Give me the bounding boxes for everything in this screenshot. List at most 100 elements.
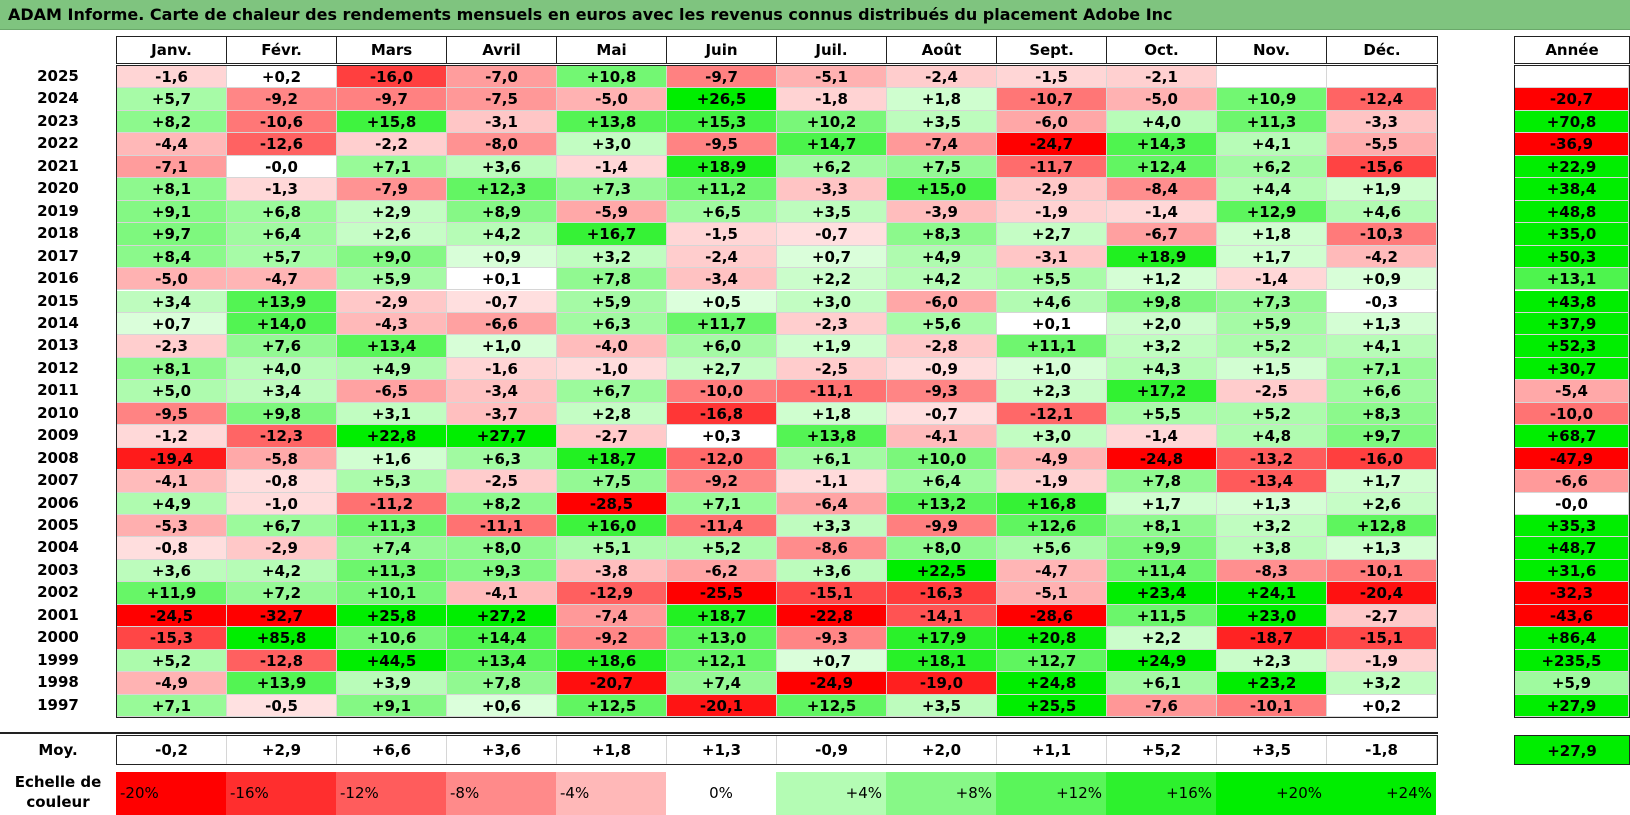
heatmap-cell: +8,1: [117, 178, 227, 201]
heatmap-cell: +11,9: [117, 582, 227, 605]
year-label: 2011: [37, 381, 79, 400]
heatmap-cell: -13,4: [1217, 470, 1327, 493]
heatmap-cell: +15,0: [887, 178, 997, 201]
annual-cell: +48,8: [1515, 200, 1629, 224]
year-label: 2009: [37, 426, 79, 445]
heatmap-cell: -0,9: [887, 357, 997, 381]
heatmap-cell: -7,6: [1107, 694, 1217, 718]
year-label: 2019: [37, 201, 79, 220]
heatmap-cell: +24,8: [997, 672, 1107, 695]
heatmap-cell: +18,7: [557, 447, 667, 471]
heatmap-cell: +14,0: [227, 312, 337, 336]
heatmap-cell: -4,0: [557, 335, 667, 358]
heatmap-cell: -0,8: [117, 537, 227, 560]
heatmap-cell: -6,7: [1107, 223, 1217, 246]
year-label: 1999: [37, 650, 79, 669]
heatmap-cell: -0,0: [227, 155, 337, 179]
year-label: 2017: [37, 246, 79, 265]
legend-step: +20%: [1216, 772, 1326, 815]
heatmap-cell: -2,4: [667, 245, 777, 269]
heatmap-cell: -6,6: [447, 312, 557, 336]
heatmap-cell: +7,5: [887, 155, 997, 179]
heatmap-cell: -32,7: [227, 604, 337, 628]
heatmap-cell: -0,7: [447, 290, 557, 313]
heatmap-cell: -4,2: [1327, 245, 1437, 269]
heatmap-cell: +6,2: [1217, 155, 1327, 179]
heatmap-cell: +16,8: [997, 492, 1107, 515]
heatmap-cell: -7,9: [337, 178, 447, 201]
heatmap-cell: +13,9: [227, 672, 337, 695]
year-label: 2023: [37, 111, 79, 130]
heatmap-cell: +7,8: [447, 672, 557, 695]
heatmap-cell: +24,9: [1107, 649, 1217, 673]
heatmap-cell: +7,1: [1327, 357, 1437, 381]
month-header-7: Août: [887, 37, 997, 63]
heatmap-cell: +6,2: [777, 155, 887, 179]
heatmap-cell: +0,3: [667, 425, 777, 448]
heatmap-cell: +1,3: [1217, 492, 1327, 515]
average-separator: [0, 732, 1438, 734]
heatmap-cell: +5,5: [997, 268, 1107, 291]
heatmap-cell: -3,8: [557, 559, 667, 583]
legend-step: +4%: [776, 772, 886, 815]
heatmap-cell: -8,6: [777, 537, 887, 560]
heatmap-cell: -2,9: [997, 178, 1107, 201]
heatmap-cell: +3,6: [447, 155, 557, 179]
annual-cell: -10,0: [1515, 402, 1629, 426]
heatmap-cell: +11,3: [337, 559, 447, 583]
heatmap-cell: +0,1: [447, 268, 557, 291]
heatmap-cell: -13,2: [1217, 447, 1327, 471]
heatmap-cell: +22,5: [887, 559, 997, 583]
heatmap-cell: +7,3: [557, 178, 667, 201]
heatmap-cell: +7,8: [1107, 470, 1217, 493]
heatmap-cell: -5,9: [557, 200, 667, 224]
heatmap-cell: +5,1: [557, 537, 667, 560]
heatmap-cell: +2,8: [557, 402, 667, 426]
annual-cell: -47,9: [1515, 447, 1629, 471]
heatmap-cell: -8,4: [1107, 178, 1217, 201]
heatmap-cell: +1,0: [447, 335, 557, 358]
year-label: 2025: [37, 67, 79, 85]
heatmap-cell: +5,9: [337, 268, 447, 291]
heatmap-cell: -5,1: [777, 66, 887, 89]
heatmap-cell: +3,2: [1107, 335, 1217, 358]
heatmap-cell: +6,1: [777, 447, 887, 471]
annual-cell: +30,7: [1515, 357, 1629, 381]
heatmap-cell: -10,6: [227, 110, 337, 134]
heatmap-cell: -7,4: [557, 604, 667, 628]
heatmap-cell: +2,6: [337, 223, 447, 246]
heatmap-cell: -28,5: [557, 492, 667, 515]
heatmap-cell: +10,6: [337, 627, 447, 650]
heatmap-cell: +2,6: [1327, 492, 1437, 515]
heatmap-cell: +7,4: [667, 672, 777, 695]
heatmap-cell: +0,2: [1327, 694, 1437, 718]
heatmap-cell: -11,2: [337, 492, 447, 515]
heatmap-cell: +0,7: [777, 245, 887, 269]
heatmap-cell: +9,7: [1327, 425, 1437, 448]
heatmap-cell: -9,5: [667, 133, 777, 156]
heatmap-cell: -12,0: [667, 447, 777, 471]
heatmap-cell: -4,3: [337, 312, 447, 336]
heatmap-cell: -16,8: [667, 402, 777, 426]
year-label: 2012: [37, 358, 79, 377]
heatmap-cell: +11,4: [1107, 559, 1217, 583]
heatmap-cell: -15,6: [1327, 155, 1437, 179]
heatmap-cell: +12,1: [667, 649, 777, 673]
average-cell: +1,8: [557, 735, 667, 765]
heatmap-cell: +1,7: [1327, 470, 1437, 493]
annual-cell: +43,8: [1515, 290, 1629, 313]
heatmap-cell: -6,0: [887, 290, 997, 313]
heatmap-cell: +13,0: [667, 627, 777, 650]
heatmap-cell: +12,8: [1327, 515, 1437, 538]
heatmap-cell: +25,5: [997, 694, 1107, 718]
heatmap-cell: -1,1: [777, 470, 887, 493]
heatmap-cell: +3,4: [117, 290, 227, 313]
heatmap-cell: -8,0: [447, 133, 557, 156]
heatmap-cell: +9,3: [447, 559, 557, 583]
heatmap-cell: +0,6: [447, 694, 557, 718]
heatmap-cell: +1,8: [1217, 223, 1327, 246]
heatmap-cell: +2,9: [337, 200, 447, 224]
heatmap-cell: -1,4: [557, 155, 667, 179]
year-label: 2000: [37, 628, 79, 647]
heatmap-cell: +8,3: [887, 223, 997, 246]
